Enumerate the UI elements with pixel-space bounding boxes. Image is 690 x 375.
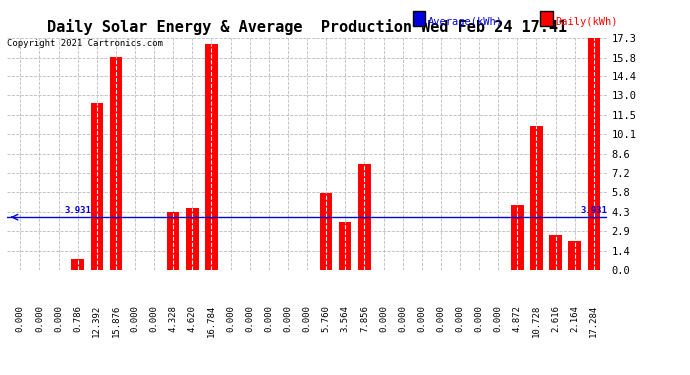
Bar <box>549 235 562 270</box>
Bar <box>186 208 199 270</box>
Text: 0.000: 0.000 <box>475 305 484 332</box>
Bar <box>339 222 351 270</box>
Bar <box>90 104 103 270</box>
Bar <box>72 260 84 270</box>
Text: 0.000: 0.000 <box>284 305 293 332</box>
Text: 4.872: 4.872 <box>513 305 522 332</box>
Text: 0.000: 0.000 <box>417 305 426 332</box>
Text: 0.000: 0.000 <box>54 305 63 332</box>
Text: 0.000: 0.000 <box>35 305 44 332</box>
Text: 17.284: 17.284 <box>589 305 598 337</box>
Text: 0.000: 0.000 <box>436 305 445 332</box>
Text: 0.000: 0.000 <box>379 305 388 332</box>
Text: 4.620: 4.620 <box>188 305 197 332</box>
Bar <box>320 193 333 270</box>
Text: 0.000: 0.000 <box>494 305 503 332</box>
Text: 16.784: 16.784 <box>207 305 216 337</box>
Text: Average(kWh): Average(kWh) <box>428 17 503 27</box>
Text: 2.616: 2.616 <box>551 305 560 332</box>
Text: 7.856: 7.856 <box>360 305 369 332</box>
Bar <box>167 212 179 270</box>
Text: 2.164: 2.164 <box>570 305 579 332</box>
Text: Daily(kWh): Daily(kWh) <box>555 17 618 27</box>
Text: 15.876: 15.876 <box>111 305 120 337</box>
Text: 10.728: 10.728 <box>532 305 541 337</box>
Text: 0.000: 0.000 <box>455 305 464 332</box>
Text: 0.000: 0.000 <box>150 305 159 332</box>
Text: 3.564: 3.564 <box>341 305 350 332</box>
Text: 0.000: 0.000 <box>302 305 312 332</box>
Bar <box>205 44 217 270</box>
Text: 4.328: 4.328 <box>169 305 178 332</box>
Text: 0.000: 0.000 <box>245 305 254 332</box>
Text: Copyright 2021 Cartronics.com: Copyright 2021 Cartronics.com <box>7 39 163 48</box>
Text: 5.760: 5.760 <box>322 305 331 332</box>
Text: 12.392: 12.392 <box>92 305 101 337</box>
Bar <box>511 204 524 270</box>
Bar <box>358 164 371 270</box>
Bar <box>530 126 542 270</box>
Text: 0.000: 0.000 <box>16 305 25 332</box>
Text: 0.000: 0.000 <box>398 305 407 332</box>
Bar <box>588 38 600 270</box>
Text: 0.000: 0.000 <box>226 305 235 332</box>
Text: 0.000: 0.000 <box>130 305 139 332</box>
Text: 0.786: 0.786 <box>73 305 82 332</box>
Title: Daily Solar Energy & Average  Production Wed Feb 24 17:41: Daily Solar Energy & Average Production … <box>47 19 567 35</box>
Bar <box>110 57 122 270</box>
Text: 3.931: 3.931 <box>64 206 91 215</box>
Bar <box>569 241 581 270</box>
Text: 3.931: 3.931 <box>580 206 607 215</box>
Text: 0.000: 0.000 <box>264 305 273 332</box>
